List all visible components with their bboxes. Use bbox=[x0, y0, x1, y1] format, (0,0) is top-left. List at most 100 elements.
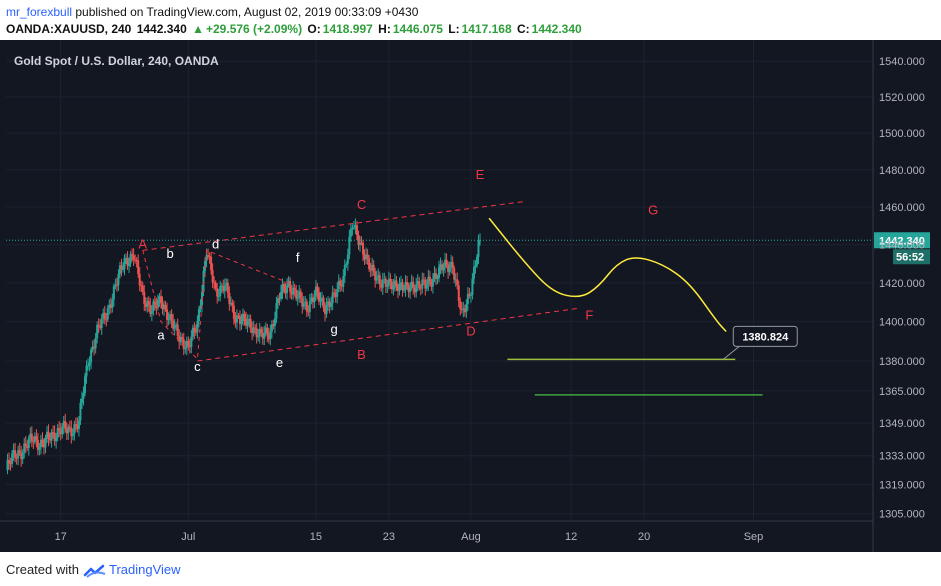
candle-body bbox=[327, 301, 330, 305]
candle-body bbox=[39, 439, 42, 447]
candle-body bbox=[191, 327, 194, 337]
candle-body bbox=[310, 297, 313, 301]
wave-label: e bbox=[276, 355, 283, 370]
candle-body bbox=[109, 304, 112, 308]
candle-body bbox=[26, 446, 29, 449]
candle-body bbox=[316, 286, 319, 293]
wave-zigzag[interactable] bbox=[142, 249, 289, 361]
candle-body bbox=[457, 285, 460, 302]
candle-body bbox=[226, 282, 229, 294]
candle-body bbox=[140, 285, 143, 287]
candle-body bbox=[181, 337, 184, 340]
candle-body bbox=[460, 308, 463, 311]
candle-body bbox=[445, 259, 448, 265]
candle-body bbox=[93, 346, 96, 349]
candle-body bbox=[308, 300, 311, 312]
candle-body bbox=[214, 283, 217, 289]
candle-body bbox=[155, 304, 158, 308]
candle-body bbox=[175, 324, 178, 326]
candle-body bbox=[255, 328, 258, 338]
candle-body bbox=[96, 324, 99, 339]
candle-body bbox=[270, 324, 273, 332]
candle-body bbox=[50, 432, 53, 441]
candle-body bbox=[424, 280, 427, 289]
candle-body bbox=[304, 301, 307, 304]
candle-body bbox=[111, 299, 114, 308]
candle-body bbox=[421, 279, 424, 289]
symbol-name: OANDA:XAUUSD, 240 bbox=[6, 22, 132, 36]
wave-label: b bbox=[166, 246, 173, 261]
candle-body bbox=[47, 431, 50, 439]
candle-body bbox=[459, 301, 462, 309]
candle-body bbox=[79, 402, 82, 421]
candle-body bbox=[149, 305, 152, 314]
candle-body bbox=[88, 362, 91, 366]
last-price: 1442.340 bbox=[136, 22, 187, 36]
candle-body bbox=[105, 319, 108, 321]
symbol-info: OANDA:XAUUSD, 240 1442.340 ▲ +29.576 (+2.… bbox=[6, 22, 584, 36]
candle-body bbox=[222, 285, 225, 292]
candle-body bbox=[296, 297, 299, 299]
candle-body bbox=[49, 438, 52, 441]
tradingview-brand[interactable]: TradingView bbox=[108, 562, 181, 577]
candle-body bbox=[106, 307, 109, 320]
candle-body bbox=[465, 304, 468, 313]
candle-body bbox=[386, 285, 389, 287]
price-chart[interactable]: 1442.340 56:52 1380.824 A B C D E F Ga b c d e f g 1540… bbox=[0, 40, 941, 552]
candle-body bbox=[275, 303, 278, 319]
candle-body bbox=[281, 284, 284, 293]
candle-body bbox=[77, 420, 80, 430]
candle-body bbox=[73, 424, 76, 435]
candle-body bbox=[410, 281, 413, 288]
candle-body bbox=[340, 284, 343, 287]
candle-body bbox=[324, 308, 327, 315]
wave-label: F bbox=[585, 308, 593, 323]
candle-body bbox=[438, 267, 440, 279]
candle-body bbox=[351, 227, 354, 229]
candle-body bbox=[169, 314, 172, 319]
projection-curve[interactable] bbox=[488, 217, 727, 332]
candle-body bbox=[314, 286, 317, 297]
created-with-text: Created with bbox=[6, 562, 79, 577]
candle-body bbox=[53, 432, 56, 442]
candle-body bbox=[336, 289, 339, 297]
candle-body bbox=[384, 278, 387, 287]
y-tick-label: 1440.000 bbox=[879, 240, 925, 252]
candle-body bbox=[138, 273, 141, 286]
candle-body bbox=[337, 280, 340, 290]
bar-countdown: 56:52 bbox=[896, 251, 924, 263]
current-price-label: 1442.340 bbox=[879, 235, 925, 247]
candle-body bbox=[299, 291, 302, 299]
candle-body bbox=[55, 437, 58, 442]
candle-body bbox=[179, 337, 182, 343]
change-up-icon: ▲ bbox=[192, 22, 204, 36]
candle-body bbox=[194, 331, 197, 333]
wave-label: G bbox=[648, 202, 658, 217]
candle-body bbox=[381, 279, 384, 288]
trendline[interactable] bbox=[197, 307, 581, 362]
candle-body bbox=[362, 242, 365, 255]
author-name[interactable]: mr_forexbull bbox=[6, 5, 73, 19]
candle-body bbox=[289, 280, 292, 292]
candle-body bbox=[307, 311, 310, 313]
wave-label: A bbox=[138, 236, 147, 251]
candle-body bbox=[393, 280, 396, 286]
candle-body bbox=[427, 276, 430, 285]
candle-body bbox=[377, 275, 380, 278]
candle-body bbox=[170, 314, 173, 321]
candle-body bbox=[65, 428, 68, 434]
candle-body bbox=[264, 327, 267, 333]
wave-label: E bbox=[476, 167, 485, 182]
y-tick-label: 1380.000 bbox=[879, 356, 925, 368]
candle-body bbox=[451, 262, 454, 269]
candle-body bbox=[199, 305, 202, 309]
trendline[interactable] bbox=[142, 200, 526, 251]
candle-body bbox=[302, 303, 305, 307]
candle-body bbox=[371, 264, 374, 271]
candle-body bbox=[56, 428, 59, 438]
candle-body bbox=[368, 257, 371, 269]
candle-body bbox=[9, 463, 12, 465]
candle-body bbox=[272, 324, 275, 327]
candle-body bbox=[246, 321, 249, 326]
candle-body bbox=[67, 426, 70, 434]
